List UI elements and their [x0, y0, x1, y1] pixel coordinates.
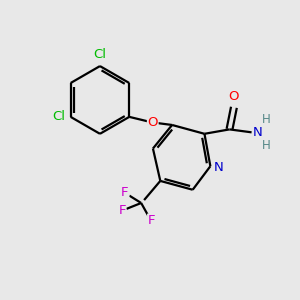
Text: O: O: [148, 116, 158, 129]
Text: H: H: [262, 139, 271, 152]
Text: Cl: Cl: [52, 110, 65, 123]
Text: N: N: [253, 126, 263, 139]
Text: H: H: [262, 113, 271, 126]
Text: N: N: [214, 161, 224, 174]
Text: F: F: [118, 204, 126, 217]
Text: F: F: [148, 214, 155, 227]
Text: F: F: [121, 186, 129, 199]
Text: Cl: Cl: [93, 48, 106, 61]
Text: O: O: [229, 90, 239, 103]
